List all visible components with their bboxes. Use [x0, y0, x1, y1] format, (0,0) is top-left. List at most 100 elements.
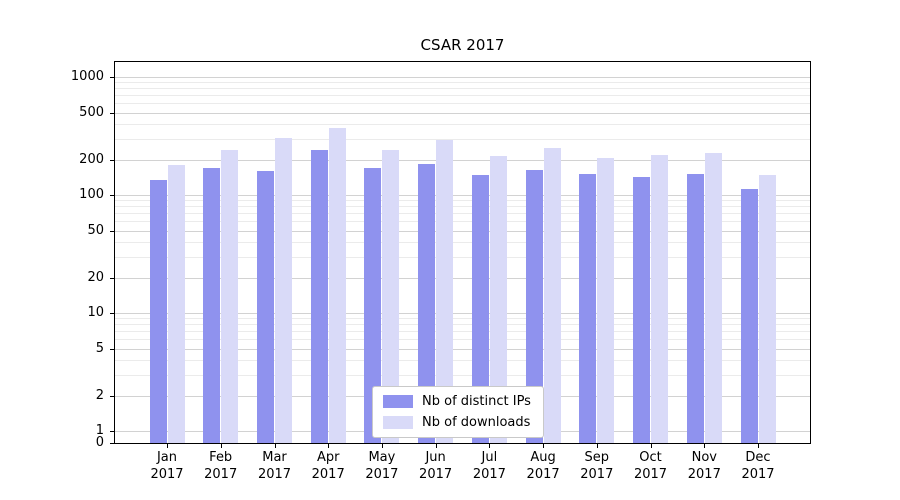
x-tick-mark	[435, 444, 437, 448]
y-tick-label: 500	[79, 104, 104, 120]
bar-distinct-ips	[257, 170, 274, 443]
gridline-minor	[115, 138, 810, 140]
y-tick-mark	[110, 277, 114, 279]
gridline-minor	[115, 256, 810, 258]
gridline-minor	[115, 339, 810, 341]
y-tick-mark	[110, 313, 114, 314]
gridline-minor	[115, 242, 810, 243]
bar-downloads	[704, 153, 722, 443]
gridline-minor	[115, 324, 810, 326]
y-tick-label: 1	[95, 423, 104, 438]
y-tick-mark	[110, 395, 114, 397]
bar-distinct-ips	[740, 189, 758, 443]
bar-distinct-ips	[471, 174, 489, 443]
y-tick-mark	[110, 348, 114, 350]
legend: Nb of distinct IPs Nb of downloads	[372, 386, 544, 438]
x-tick-mark	[650, 444, 652, 448]
x-tick-label: Mar 2017	[257, 450, 292, 482]
gridline-major	[115, 112, 810, 114]
gridline-minor	[115, 88, 810, 90]
bar-downloads	[597, 158, 615, 443]
bar-downloads	[758, 174, 776, 443]
bar-distinct-ips	[149, 179, 167, 443]
y-tick-mark	[110, 230, 114, 232]
bar-downloads	[221, 150, 239, 443]
bar-distinct-ips	[579, 174, 597, 443]
gridline-major	[115, 348, 810, 350]
bar-downloads	[382, 150, 400, 443]
gridline-minor	[115, 374, 810, 376]
gridline-major	[115, 230, 810, 232]
x-tick-mark	[167, 444, 168, 448]
gridline-minor	[115, 95, 810, 97]
gridline-minor	[115, 318, 810, 320]
x-tick-mark	[758, 444, 759, 448]
bar-distinct-ips	[310, 150, 328, 443]
bar-downloads	[167, 164, 185, 443]
x-tick-mark	[328, 444, 330, 448]
y-tick-mark	[110, 443, 114, 444]
gridline-major	[115, 159, 810, 161]
bar-distinct-ips	[364, 167, 382, 443]
y-tick-mark	[110, 77, 114, 78]
legend-label-distinct-ips: Nb of distinct IPs	[422, 394, 531, 409]
bar-distinct-ips	[203, 168, 221, 443]
y-tick-label: 0	[95, 435, 104, 450]
x-tick-label: May 2017	[365, 450, 399, 482]
bar-distinct-ips	[633, 177, 650, 443]
y-tick-label: 20	[87, 269, 104, 285]
gridline-major	[115, 313, 810, 314]
legend-swatch-distinct-ips	[383, 395, 413, 408]
y-tick-mark	[110, 112, 114, 114]
x-tick-mark	[489, 444, 491, 448]
gridline-minor	[115, 124, 810, 125]
legend-swatch-downloads	[383, 416, 413, 429]
bar-distinct-ips	[686, 173, 704, 443]
x-tick-label: Aug 2017	[526, 450, 560, 482]
gridline-minor	[115, 331, 810, 333]
x-tick-mark	[543, 444, 545, 448]
bar-downloads	[651, 154, 668, 443]
x-tick-mark	[596, 444, 598, 448]
gridline-minor	[115, 82, 810, 84]
gridline-major	[115, 195, 810, 196]
x-tick-label: Nov 2017	[687, 450, 721, 482]
y-tick-label: 10	[87, 305, 104, 320]
legend-label-downloads: Nb of downloads	[422, 415, 531, 430]
x-tick-label: Feb 2017	[204, 450, 238, 482]
bar-downloads	[436, 140, 454, 443]
plot-area: Nb of distinct IPs Nb of downloads	[115, 62, 810, 443]
x-tick-label: Jan 2017	[150, 450, 184, 482]
y-tick-mark	[110, 431, 114, 432]
y-tick-label: 50	[87, 222, 104, 238]
axis-spine-bottom	[114, 443, 811, 444]
y-tick-label: 5	[95, 340, 104, 356]
bar-distinct-ips	[525, 170, 543, 443]
gridline-minor	[115, 103, 810, 105]
legend-item-downloads: Nb of downloads	[383, 415, 531, 430]
x-tick-mark	[220, 444, 222, 448]
legend-item-distinct-ips: Nb of distinct IPs	[383, 394, 531, 409]
x-tick-label: Jul 2017	[472, 450, 506, 482]
y-tick-mark	[110, 159, 114, 161]
gridline-major	[115, 277, 810, 279]
chart-title: CSAR 2017	[420, 36, 505, 54]
x-tick-label: Apr 2017	[311, 450, 345, 482]
gridline-minor	[115, 200, 810, 202]
y-tick-label: 200	[79, 151, 104, 167]
axis-spine-left	[114, 61, 115, 444]
gridline-major	[115, 77, 810, 78]
x-tick-label: Jun 2017	[419, 450, 453, 482]
x-tick-mark	[704, 444, 706, 448]
y-tick-mark	[110, 195, 114, 196]
x-tick-label: Dec 2017	[741, 450, 775, 482]
y-tick-label: 2	[95, 387, 104, 403]
bar-downloads	[275, 137, 292, 443]
bar-distinct-ips	[418, 163, 436, 443]
y-tick-label: 100	[79, 187, 104, 202]
axis-spine-right	[810, 61, 811, 444]
bar-downloads	[328, 128, 346, 443]
x-tick-mark	[274, 444, 276, 448]
bar-downloads	[543, 148, 561, 443]
